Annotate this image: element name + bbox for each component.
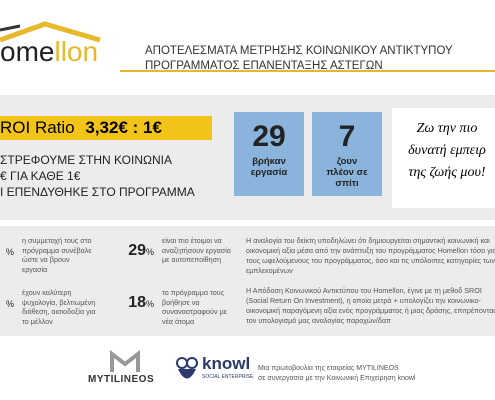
stat-number: % [0, 294, 14, 312]
stat-unit: % [145, 299, 154, 309]
roi-text: ΣΤΡΕΦΟΥΜΕ ΣΤΗΝ ΚΟΙΝΩΝΙΑ € ΓΙΑ ΚΑΘΕ 1€ Ι … [0, 152, 195, 200]
stat-text: έχουν καλύτερη ψυχολογία, βελτιωμένη διά… [22, 288, 96, 326]
header-line: ΠΡΟΓΡΑΜΜΑΤΟΣ ΕΠΑΝΕΝΤΑΞΗΣ ΑΣΤΕΓΩΝ [145, 60, 383, 72]
roi-banner: ROI Ratio 3,32€ : 1€ [0, 116, 212, 140]
stat-item: 18% το πρόγραμμα τους βοήθησε να συναναστ… [118, 288, 233, 332]
box-number: 7 [338, 120, 356, 153]
owl-icon [176, 357, 198, 379]
logo-roof [0, 21, 101, 43]
stat-item: % η συμμετοχή τους στο πρόγραμμα συνέβαλε… [0, 236, 115, 280]
stat-item: 29% είναι πιο έτοιμοι να αναζητήσουν εργα… [118, 236, 233, 280]
logo: omellon [0, 36, 98, 68]
header-line: ΑΠΟΤΕΛΕΣΜΑΤΑ ΜΕΤΡΗΣΗΣ ΚΟΙΝΩΝΙΚΟΥ ΑΝΤΙΚΤΥ… [145, 45, 453, 57]
roi-label: ROI Ratio [0, 118, 75, 137]
roi-line: € ΓΙΑ ΚΑΘΕ 1€ [0, 169, 81, 183]
stat-box: 7 ζουν πλέον σε σπίτι [312, 112, 382, 196]
roi-line: ΣΤΡΕΦΟΥΜΕ ΣΤΗΝ ΚΟΙΝΩΝΙΑ [0, 153, 172, 167]
box-number: 29 [252, 120, 286, 153]
footer-note: Μια πρωτοβουλία της εταιρείας MYTILINEOS… [258, 364, 415, 384]
stat-item: % έχουν καλύτερη ψυχολογία, βελτιωμένη δι… [0, 288, 115, 332]
knowl-sub: SOCIAL ENTERPRISE [202, 374, 254, 380]
roi-line: Ι ΕΠΕΝΔΥΘΗΚΕ ΣΤΟ ΠΡΟΓΡΑΜΜΑ [0, 185, 195, 199]
divider [120, 70, 495, 72]
stat-unit: % [5, 299, 14, 309]
logo-part: llon [54, 36, 99, 67]
roi-value: 3,32€ : 1€ [85, 118, 162, 137]
box-text: ζουν πλέον σε σπίτι [326, 156, 368, 189]
footer-line: σε συνεργασία με την Κοινωνική Επιχείρησ… [258, 375, 416, 382]
stat-number: % [0, 242, 14, 260]
mytilineos: MYTILINEOS [88, 374, 155, 385]
paragraph: Η Απόδοση Κοινωνικού Αντικτύπου του Home… [246, 286, 495, 325]
quote-line: της ζωής μου! [408, 165, 486, 180]
stat-number: 29% [118, 242, 154, 260]
quote-line: Ζω την πιο [416, 121, 478, 136]
stat-box: 29 βρήκαν εργασία [234, 112, 304, 196]
stat-unit: % [5, 247, 14, 257]
quote: Ζω την πιο δυνατή εμπειρ της ζωής μου! [392, 108, 495, 208]
stat-text: το πρόγραμμα τους βοήθησε να συναναστραφ… [162, 288, 227, 326]
header: ΑΠΟΤΕΛΕΣΜΑΤΑ ΜΕΤΡΗΣΗΣ ΚΟΙΝΩΝΙΚΟΥ ΑΝΤΙΚΤΥ… [145, 44, 453, 74]
stat-value: 18 [128, 294, 146, 311]
stat-value: 29 [128, 242, 146, 259]
quote-line: δυνατή εμπειρ [408, 143, 486, 158]
logo-part: ome [0, 36, 55, 67]
mytilineos-icon [110, 350, 140, 372]
stats-section [0, 226, 495, 336]
box-text: βρήκαν εργασία [250, 156, 288, 178]
paragraph: Η αναλογία του δείκτη υποδηλώνει ότι δημ… [246, 236, 495, 275]
stat-number: 18% [118, 294, 154, 312]
knowl: knowl [202, 354, 251, 373]
stat-text: είναι πιο έτοιμοι να αναζητήσουν εργασία… [162, 236, 231, 264]
stat-text: η συμμετοχή τους στο πρόγραμμα συνέβαλε … [22, 236, 92, 274]
footer-line: Μια πρωτοβουλία της εταιρείας MYTILINEOS [258, 365, 399, 372]
stat-unit: % [145, 247, 154, 257]
paragraphs: Η αναλογία του δείκτη υποδηλώνει ότι δημ… [246, 236, 495, 326]
